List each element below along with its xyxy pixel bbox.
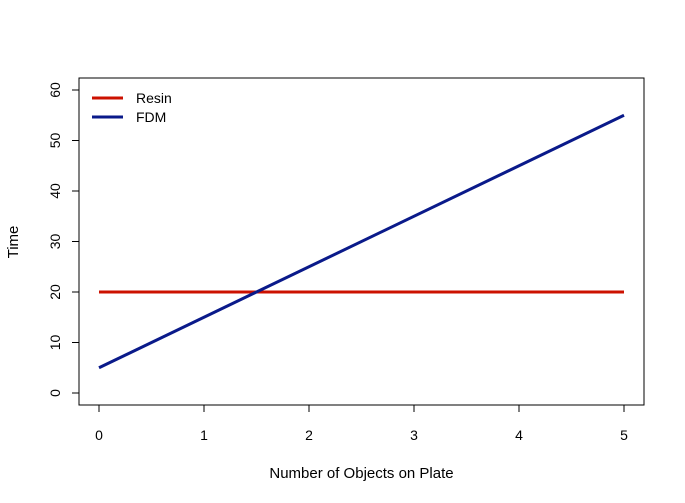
x-tick-label: 4 bbox=[515, 427, 523, 443]
x-tick-label: 0 bbox=[95, 427, 103, 443]
y-tick-label: 30 bbox=[47, 234, 63, 250]
x-tick-label: 3 bbox=[410, 427, 418, 443]
x-tick-label: 5 bbox=[620, 427, 628, 443]
legend-label-resin: Resin bbox=[136, 90, 172, 106]
y-tick-label: 0 bbox=[47, 389, 63, 397]
y-axis-title: Time bbox=[5, 226, 22, 259]
y-tick-label: 40 bbox=[47, 183, 63, 199]
legend-label-fdm: FDM bbox=[136, 109, 166, 125]
x-axis: 0 1 2 3 4 5 bbox=[95, 404, 628, 443]
y-tick-label: 20 bbox=[47, 284, 63, 300]
series-layer bbox=[98, 113, 625, 370]
y-tick-label: 50 bbox=[47, 133, 63, 149]
series-line-fdm bbox=[98, 113, 625, 370]
x-tick-label: 1 bbox=[200, 427, 208, 443]
x-axis-title: Number of Objects on Plate bbox=[269, 465, 453, 482]
legend: Resin FDM bbox=[92, 90, 172, 125]
y-tick-label: 60 bbox=[47, 82, 63, 98]
x-tick-label: 2 bbox=[305, 427, 313, 443]
y-tick-label: 10 bbox=[47, 335, 63, 351]
y-axis: 0 10 20 30 40 50 60 bbox=[47, 82, 80, 397]
